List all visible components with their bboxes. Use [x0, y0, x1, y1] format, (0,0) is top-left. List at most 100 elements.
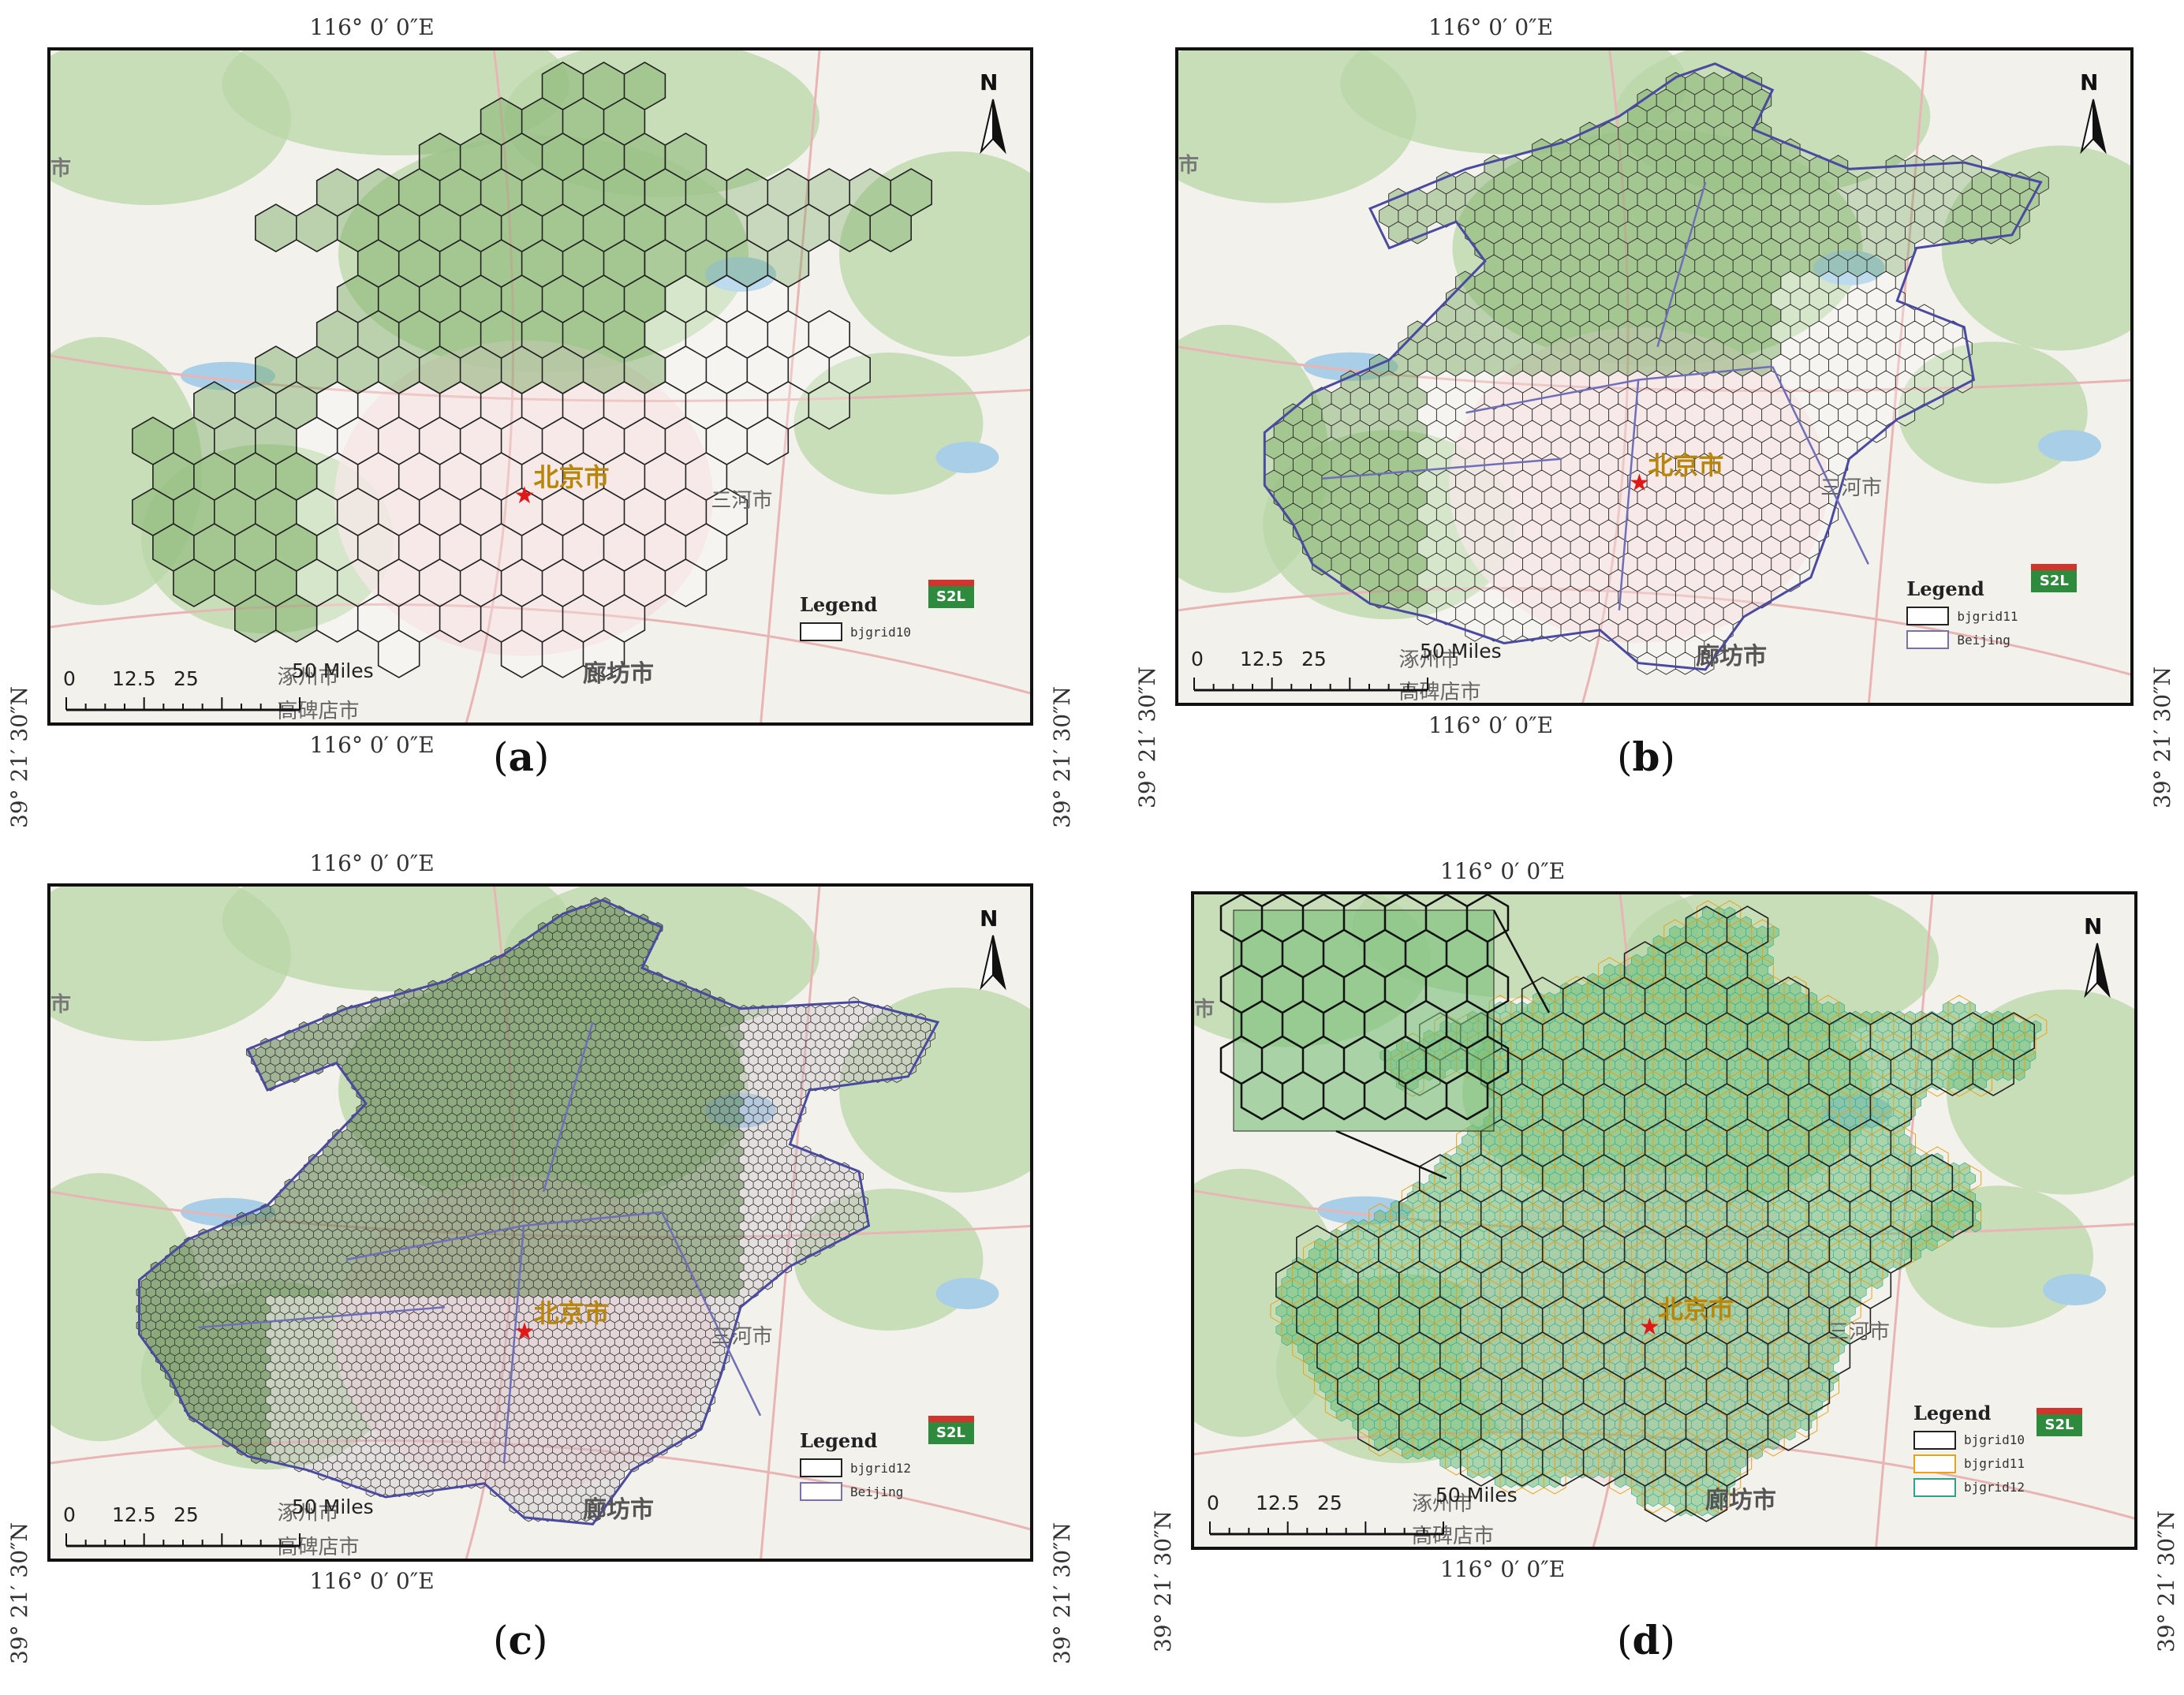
zhuozhou-label: 涿州市: [1412, 1492, 1474, 1516]
highway-shield-icon: S2L: [2031, 564, 2078, 593]
water-body: [2037, 430, 2101, 461]
scale-tick-label: 50 Miles: [292, 659, 374, 682]
water-body: [705, 256, 776, 292]
north-label: N: [980, 905, 999, 932]
legend-swatch: [1913, 1477, 1956, 1497]
scale-bar-graphic: [1193, 678, 1428, 692]
scale-tick-label: 25: [174, 667, 199, 690]
scale-bar: 0 12.5 25 50 Miles: [1207, 1482, 1518, 1545]
forest-area: [141, 444, 394, 634]
legend: Legend bjgrid12 Beijing: [800, 1429, 911, 1506]
highway-shield-icon: S2L: [928, 1415, 974, 1444]
basemap: [50, 887, 1030, 1559]
basemap: [1194, 894, 2134, 1547]
legend-swatch: [1906, 630, 1950, 649]
legend-item: bjgrid11: [1906, 607, 2018, 625]
panel-caption: (d): [1617, 1617, 1675, 1663]
north-label: N: [2080, 69, 2099, 95]
road: [760, 50, 821, 722]
legend-label: bjgrid12: [1964, 1480, 2025, 1495]
zhuozhou-label: 涿州市: [277, 666, 339, 689]
forest-area: [1941, 145, 2130, 351]
gaobeidian-label: 高碑店市: [1398, 681, 1481, 705]
scale-tick-label: 0: [1207, 1492, 1219, 1514]
legend-item: Beijing: [800, 1482, 911, 1501]
latitude-right-label: 39° 21′ 30″N: [1049, 685, 1075, 828]
north-arrow-icon: [980, 99, 1006, 155]
sanhe-label: 三河市: [1820, 476, 1883, 501]
langfang-label: 廊坊市: [583, 1496, 654, 1525]
caption-letter: b: [1632, 734, 1660, 780]
legend-item: bjgrid11: [1913, 1454, 2025, 1473]
legend-swatch: [1913, 1430, 1956, 1450]
latitude-left-label: 39° 21′ 30″N: [6, 685, 32, 828]
north-label: N: [980, 69, 999, 95]
capital-label: 北京市: [533, 1298, 610, 1328]
water-body: [935, 1278, 999, 1309]
capital-star-icon: ★: [513, 482, 536, 510]
capital-label: 北京市: [533, 462, 610, 492]
legend-swatch: [800, 622, 842, 641]
sanhe-label: 三河市: [1828, 1320, 1891, 1345]
map-frame: 北京市 三河市 廊坊市 涿州市 高碑店市市 ★ S2L N Legend bjgrid10 0 12.…: [47, 47, 1033, 726]
capital-label: 北京市: [1648, 450, 1724, 480]
legend-label: bjgrid10: [1964, 1432, 2025, 1448]
hex-cell-grid11: [1771, 138, 2049, 278]
district-boundaries: [1322, 181, 1869, 610]
scale-tick-label: 12.5: [112, 1503, 156, 1526]
caption-letter: a: [508, 734, 534, 780]
capital-star-icon: ★: [1629, 469, 1650, 498]
latitude-left-label: 39° 21′ 30″N: [6, 1521, 32, 1664]
hex-cell-grid12: [265, 996, 935, 1522]
north-arrow-icon: [980, 935, 1006, 991]
longitude-bottom-label: 116° 0′ 0″E: [309, 1568, 435, 1594]
road: [760, 887, 821, 1559]
zoom-inset: [1219, 894, 1551, 1180]
road: [50, 603, 1030, 695]
scale-tick-label: 50 Miles: [292, 1495, 374, 1518]
hex-cell-grid10: [296, 274, 871, 678]
latitude-right-label: 39° 21′ 30″N: [1049, 1521, 1075, 1664]
scale-bar-graphic: [65, 1533, 301, 1548]
panel-caption: (a): [493, 734, 550, 780]
legend-label: Beijing: [850, 1484, 904, 1499]
north-arrow-icon: [2080, 99, 2107, 155]
scale-tick-label: 0: [63, 667, 76, 690]
scale-tick-label: 50 Miles: [1435, 1484, 1518, 1506]
legend-title: Legend: [800, 1429, 878, 1452]
legend-title: Legend: [1913, 1401, 1992, 1424]
panel-caption: (c): [493, 1617, 548, 1663]
scale-tick-label: 0: [63, 1503, 76, 1526]
langfang-label: 廊坊市: [1705, 1487, 1776, 1515]
capital-star-icon: ★: [513, 1318, 536, 1346]
edge-city-label: 市: [1178, 154, 1200, 178]
scale-tick-label: 25: [1317, 1492, 1342, 1514]
map-frame: 北京市 三河市 廊坊市 涿州市 高碑店市 市 ★ S2L N Legend bjgrid11 Beij…: [1175, 47, 2134, 706]
north-arrow: N: [973, 69, 1013, 159]
district-boundaries: [198, 1021, 762, 1464]
langfang-label: 廊坊市: [1696, 643, 1768, 671]
hex-grid-layer: [132, 62, 932, 678]
north-label: N: [2084, 913, 2103, 939]
caption-letter: d: [1632, 1617, 1660, 1663]
legend-label: bjgrid10: [850, 624, 912, 640]
scale-bar: 0 12.5 25 50 Miles: [63, 658, 374, 721]
edge-city-label: 市: [50, 157, 72, 181]
capital-star-icon: ★: [1639, 1313, 1660, 1342]
highway-shield-icon: S2L: [2037, 1408, 2082, 1437]
forest-area: [1452, 129, 1863, 367]
edge-city-label: 市: [1194, 998, 1215, 1022]
latitude-left-label: 39° 21′ 30″N: [1150, 1510, 1176, 1652]
longitude-bottom-label: 116° 0′ 0″E: [1428, 712, 1554, 738]
capital-label: 北京市: [1658, 1294, 1734, 1324]
longitude-top-label: 116° 0′ 0″E: [1428, 14, 1554, 40]
scale-tick-label: 25: [1301, 648, 1327, 670]
legend-label: bjgrid12: [850, 1460, 912, 1476]
highway-shield-icon: S2L: [928, 579, 974, 608]
road: [50, 1439, 1030, 1531]
basemap: [1178, 50, 2130, 703]
scale-tick-label: 50 Miles: [1420, 640, 1502, 663]
legend-item: bjgrid12: [800, 1458, 911, 1477]
caption-letter: c: [508, 1617, 532, 1663]
scale-bar: 0 12.5 25 50 Miles: [1191, 638, 1502, 701]
